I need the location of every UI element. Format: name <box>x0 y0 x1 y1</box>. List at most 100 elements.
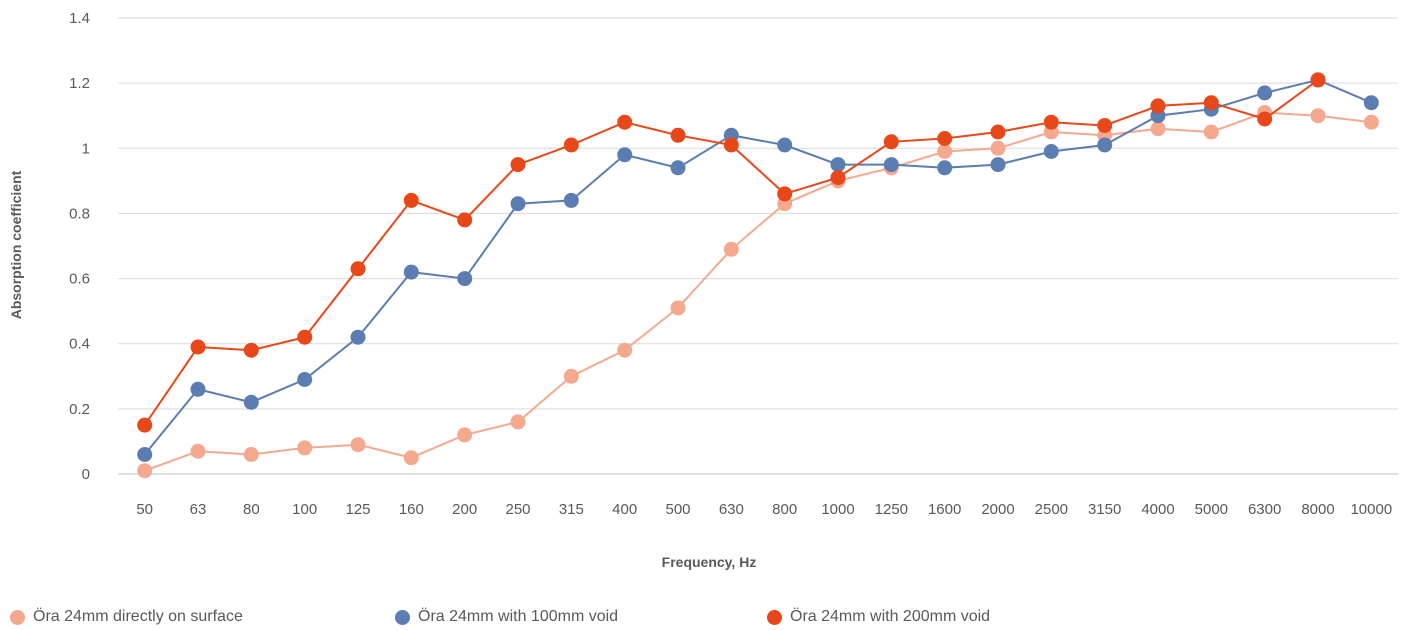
legend-item: Öra 24mm directly on surface <box>10 608 395 626</box>
y-tick-label: 0.4 <box>69 336 90 353</box>
data-point <box>137 447 153 462</box>
data-point <box>617 147 633 163</box>
y-tick-labels: 0 0.2 0.4 0.6 0.8 1 1.2 1.4 <box>69 10 90 483</box>
data-point <box>830 157 846 173</box>
x-tick-label: 100 <box>292 501 317 518</box>
x-tick-label: 160 <box>399 501 424 518</box>
data-point <box>777 137 793 153</box>
x-tick-label: 4000 <box>1141 501 1174 518</box>
series-line <box>143 78 1372 456</box>
data-point <box>563 368 579 384</box>
data-point <box>1363 95 1379 111</box>
data-point <box>990 124 1006 140</box>
data-point <box>1150 98 1166 114</box>
legend-label: Öra 24mm directly on surface <box>33 608 243 625</box>
data-point <box>510 414 526 430</box>
y-tick-label: 0.8 <box>69 205 90 222</box>
data-point <box>617 342 633 358</box>
data-point <box>137 463 153 479</box>
data-point <box>350 261 366 277</box>
x-tick-label: 315 <box>559 501 584 518</box>
x-axis-title: Frequency, Hz <box>662 554 757 570</box>
data-point <box>1363 114 1379 130</box>
series-group <box>137 72 1379 479</box>
data-point <box>937 131 953 146</box>
data-point <box>510 196 526 212</box>
y-tick-label: 0.2 <box>69 401 90 418</box>
data-point <box>510 157 526 173</box>
data-point <box>617 114 633 130</box>
legend-label: Öra 24mm with 100mm void <box>418 608 619 625</box>
gridlines <box>118 17 1398 475</box>
x-tick-label: 630 <box>719 501 744 518</box>
series-line <box>144 111 1372 472</box>
data-point <box>670 300 686 316</box>
data-point <box>243 394 259 410</box>
data-point <box>137 417 153 433</box>
x-tick-label: 800 <box>772 501 797 518</box>
data-point <box>830 170 846 186</box>
y-axis-title: Absorption coefficient <box>8 170 24 319</box>
legend-item: Öra 24mm with 200mm void <box>767 608 990 626</box>
data-point <box>1257 111 1273 127</box>
data-point <box>937 160 953 176</box>
data-point <box>1150 121 1166 137</box>
data-point <box>297 372 313 387</box>
data-point <box>190 443 206 459</box>
legend-item: Öra 24mm with 100mm void <box>395 608 767 626</box>
data-point <box>937 144 953 159</box>
data-point <box>723 241 739 257</box>
x-tick-label: 6300 <box>1248 501 1281 518</box>
data-point <box>1043 144 1059 159</box>
x-tick-label: 2500 <box>1035 501 1068 518</box>
x-tick-label: 2000 <box>981 501 1014 518</box>
y-tick-label: 1.4 <box>69 10 90 27</box>
data-point <box>1310 108 1326 124</box>
data-point <box>723 137 739 153</box>
y-tick-label: 1 <box>82 140 90 157</box>
data-point <box>1257 85 1273 101</box>
data-point <box>670 127 686 143</box>
data-point <box>297 440 313 456</box>
data-point <box>1310 72 1326 88</box>
data-point <box>1097 137 1113 153</box>
y-tick-label: 0 <box>82 466 90 483</box>
data-point <box>990 140 1006 156</box>
y-tick-label: 0.6 <box>69 271 90 288</box>
data-point <box>457 271 473 287</box>
data-point <box>350 437 366 453</box>
data-point <box>403 192 419 208</box>
x-tick-label: 10000 <box>1350 501 1392 518</box>
data-point <box>883 157 899 173</box>
data-point <box>243 447 259 462</box>
x-tick-label: 63 <box>190 501 207 518</box>
data-point <box>1203 124 1219 140</box>
x-tick-label: 5000 <box>1195 501 1228 518</box>
legend-marker <box>767 609 782 625</box>
data-point <box>563 192 579 208</box>
data-point <box>243 342 259 358</box>
data-point <box>1203 95 1219 111</box>
data-point <box>403 264 419 280</box>
y-tick-label: 1.2 <box>69 75 90 92</box>
x-tick-label: 1000 <box>821 501 854 518</box>
x-tick-label: 200 <box>452 501 477 518</box>
legend-marker <box>395 609 410 625</box>
x-tick-label: 500 <box>665 501 690 518</box>
data-point <box>1043 114 1059 130</box>
x-tick-label: 50 <box>136 501 153 518</box>
x-tick-label: 3150 <box>1088 501 1121 518</box>
series-1 <box>137 105 1379 479</box>
x-tick-label: 8000 <box>1301 501 1334 518</box>
x-tick-label: 1250 <box>875 501 908 518</box>
x-tick-label: 250 <box>505 501 530 518</box>
data-point <box>457 427 473 443</box>
data-point <box>190 381 206 397</box>
data-point <box>190 339 206 355</box>
data-point <box>990 157 1006 173</box>
data-point <box>350 329 366 345</box>
x-tick-label: 125 <box>345 501 370 518</box>
legend-marker <box>10 609 25 625</box>
legend: Öra 24mm directly on surface Öra 24mm wit… <box>10 608 990 626</box>
